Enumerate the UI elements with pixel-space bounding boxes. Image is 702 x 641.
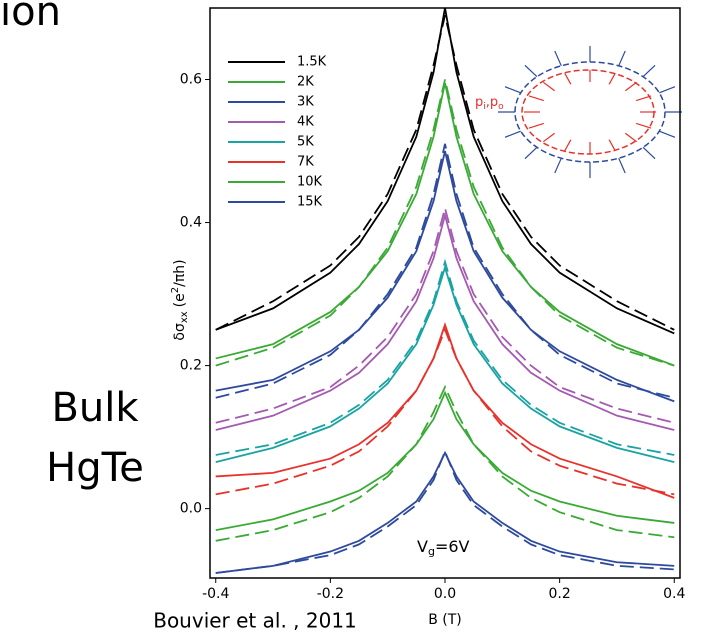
inset-arrow bbox=[624, 132, 638, 143]
x-tick-label: -0.4 bbox=[202, 586, 229, 602]
side-title: Bulk bbox=[51, 385, 139, 431]
inset-arrow bbox=[642, 146, 656, 160]
legend-label: 2K bbox=[297, 75, 314, 90]
y-label-part: (e bbox=[172, 293, 188, 307]
corner-text: ion bbox=[0, 0, 61, 35]
fit-line bbox=[215, 143, 675, 399]
inset-arrow bbox=[504, 130, 521, 138]
inset-diagram: pi,po bbox=[475, 46, 682, 178]
plot-frame bbox=[209, 7, 681, 579]
x-tick-label: -0.2 bbox=[317, 586, 344, 602]
y-tick-label: 0.2 bbox=[180, 358, 202, 374]
credit: Bouvier et al. , 2011 bbox=[153, 609, 357, 633]
x-axis-label: B (T) bbox=[428, 612, 462, 628]
inset-inner bbox=[521, 69, 655, 155]
inset-arrow bbox=[528, 122, 544, 129]
annotation: Vg=6V bbox=[417, 537, 470, 559]
data-line bbox=[215, 8, 675, 335]
inset-arrow bbox=[642, 64, 656, 78]
legend-label: 10K bbox=[297, 175, 323, 190]
fit-line bbox=[215, 14, 675, 331]
y-label-part: δσ bbox=[172, 323, 188, 341]
inset-label-part: p bbox=[475, 95, 483, 110]
y-tick-label: 0.6 bbox=[180, 72, 202, 88]
legend-label: 1.5K bbox=[297, 55, 327, 70]
data-line bbox=[215, 264, 675, 464]
fit-line bbox=[215, 448, 675, 574]
inset-arrow bbox=[618, 157, 626, 174]
legend-label: 7K bbox=[297, 155, 314, 170]
fit-line bbox=[215, 79, 675, 367]
fit-line bbox=[215, 258, 675, 456]
inset-arrow bbox=[659, 86, 676, 94]
fit-line bbox=[215, 204, 675, 424]
x-tick-label: 0.2 bbox=[549, 586, 571, 602]
annotation-part: V bbox=[417, 537, 428, 556]
legend-label: 15K bbox=[297, 195, 323, 210]
fit-line bbox=[215, 327, 675, 496]
inset-arrow bbox=[624, 81, 638, 92]
inset-arrow bbox=[524, 146, 538, 160]
fit-line bbox=[215, 384, 675, 542]
y-axis-label: δσxx (e2/πh) bbox=[170, 259, 190, 340]
data-line bbox=[215, 390, 675, 531]
y-tick-label: 0.0 bbox=[180, 501, 202, 517]
inset-arrow bbox=[636, 122, 652, 129]
inset-label-sub: i bbox=[483, 102, 486, 112]
inset-arrow bbox=[554, 50, 562, 67]
annotation-part: =6V bbox=[435, 537, 470, 556]
x-tick-label: 0.0 bbox=[434, 586, 456, 602]
inset-label-part: ,p bbox=[486, 95, 498, 110]
y-label-part: /πh) bbox=[172, 259, 188, 286]
inset-arrow bbox=[659, 130, 676, 138]
inset-arrow bbox=[554, 157, 562, 174]
y-label-sub: xx bbox=[179, 311, 190, 323]
annotation-sub: g bbox=[428, 545, 435, 558]
inset-arrow bbox=[618, 50, 626, 67]
inset-arrow bbox=[564, 139, 572, 152]
y-label-sup: 2 bbox=[170, 287, 181, 293]
inset-arrow bbox=[528, 95, 544, 102]
inset-arrow bbox=[608, 72, 616, 85]
data-line bbox=[215, 82, 675, 367]
inset-label-sub: o bbox=[498, 102, 504, 112]
inset-arrow bbox=[524, 64, 538, 78]
inset-arrow bbox=[542, 81, 556, 92]
inset-label: pi,po bbox=[475, 95, 504, 112]
inset-arrow bbox=[504, 86, 521, 94]
inset-arrow bbox=[564, 72, 572, 85]
inset-arrow bbox=[636, 95, 652, 102]
y-tick-label: 0.4 bbox=[180, 215, 202, 231]
side-title: HgTe bbox=[46, 445, 144, 491]
data-line bbox=[215, 322, 675, 499]
legend-label: 4K bbox=[297, 115, 314, 130]
data-line bbox=[215, 150, 675, 403]
data-line bbox=[215, 211, 675, 431]
data-line bbox=[215, 450, 675, 574]
legend-label: 3K bbox=[297, 95, 314, 110]
inset-arrow bbox=[542, 132, 556, 143]
inset-arrow bbox=[608, 139, 616, 152]
legend-label: 5K bbox=[297, 135, 314, 150]
x-tick-label: 0.4 bbox=[663, 586, 685, 602]
